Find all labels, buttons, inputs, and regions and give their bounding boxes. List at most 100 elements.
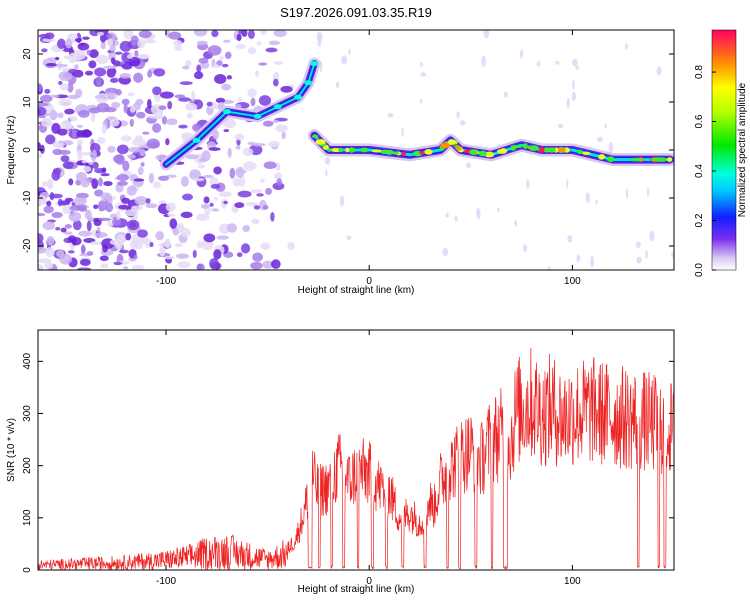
spectrogram-noise-blob <box>401 126 404 138</box>
spectrogram-noise-blob <box>90 111 96 123</box>
spectrogram-noise-blob <box>44 88 51 94</box>
spectrogram-noise-blob <box>481 55 487 67</box>
spectrogram-noise-blob <box>265 47 278 53</box>
spectrogram-noise-blob <box>181 193 194 201</box>
spectrogram-noise-blob <box>604 122 607 129</box>
spectrogram-ridge-peak <box>457 146 462 151</box>
spectrogram-noise-blob <box>75 192 89 199</box>
spectrogram-noise-blob <box>127 92 135 97</box>
spectrogram-noise-blob <box>42 38 56 43</box>
snr-y-ticks: 0 100 200 300 400 <box>22 353 674 573</box>
spectrogram-noise-blob <box>223 129 230 133</box>
spectrogram-noise-blob <box>116 174 130 182</box>
spectrogram-noise-blob <box>60 155 70 163</box>
spectrogram-noise-blob <box>67 250 75 254</box>
spectrogram-noise-blob <box>39 144 45 154</box>
spectrogram-noise-blob <box>590 255 594 268</box>
spectrogram-noise-blob <box>132 138 146 147</box>
spectrogram-noise-blob <box>57 198 63 207</box>
spectrogram-noise-blob <box>193 30 208 37</box>
spectrogram-noise-blob <box>270 211 275 222</box>
snr-ytick-label: 200 <box>22 457 33 474</box>
spectrogram-noise-blob <box>649 230 655 242</box>
spectrogram-noise-blob <box>200 203 210 209</box>
spectrogram-noise-blob <box>237 190 252 198</box>
spectrogram-noise-blob <box>103 65 117 70</box>
spectrogram-noise-blob <box>251 143 266 147</box>
spectrogram-noise <box>38 30 674 270</box>
spectrogram-noise-blob <box>191 90 196 101</box>
spectrogram-noise-blob <box>113 261 123 266</box>
spectrogram-noise-blob <box>209 258 219 269</box>
spectrogram-noise-blob <box>96 31 105 36</box>
spectrogram-ridge-peak <box>598 154 606 160</box>
spectrogram-noise-blob <box>258 62 268 66</box>
spectrogram-noise-blob <box>221 63 229 68</box>
spectrogram-noise-blob <box>192 249 197 259</box>
spectrogram-noise-blob <box>235 43 246 50</box>
spectrogram-noise-blob <box>88 107 101 114</box>
spectrogram-ridge-peak <box>522 143 528 149</box>
spectrogram-noise-blob <box>128 146 141 153</box>
spectrogram-xtick-label: 0 <box>366 276 372 287</box>
spectrogram-noise-blob <box>88 161 94 165</box>
spectrogram-noise-blob <box>177 261 191 269</box>
spectrogram-noise-blob <box>274 172 283 180</box>
spectrogram-noise-blob <box>671 252 674 258</box>
spectrogram-ridge <box>160 57 674 171</box>
spectrogram-noise-blob <box>165 118 178 126</box>
spectrogram-noise-blob <box>59 83 69 91</box>
spectrogram-noise-blob <box>136 111 146 119</box>
spectrogram-noise-blob <box>72 219 82 231</box>
spectrogram-noise-blob <box>77 149 83 161</box>
spectrogram-noise-blob <box>147 98 152 109</box>
spectrogram-ridge-peak <box>304 80 313 86</box>
spectrogram-noise-blob <box>109 78 119 83</box>
spectrogram-noise-blob <box>118 204 129 210</box>
spectrogram-noise-blob <box>280 85 293 93</box>
spectrogram-noise-blob <box>197 164 206 169</box>
spectrogram-noise-blob <box>210 64 221 68</box>
spectrogram-noise-blob <box>159 246 166 257</box>
spectrogram-noise-blob <box>419 98 423 104</box>
spectrogram-noise-blob <box>256 193 264 197</box>
spectrogram-noise-blob <box>208 147 221 151</box>
spectrogram-noise-blob <box>576 254 581 263</box>
spectrogram-noise-blob <box>442 247 449 257</box>
spectrogram-noise-blob <box>133 72 144 83</box>
spectrogram-noise-blob <box>222 118 237 129</box>
spectrogram-ridge-peak <box>667 157 673 162</box>
spectrogram-noise-blob <box>45 63 57 67</box>
spectrogram-noise-blob <box>110 57 116 64</box>
spectrogram-noise-blob <box>100 192 112 202</box>
spectrogram-noise-blob <box>272 119 279 124</box>
spectrogram-noise-blob <box>38 212 46 217</box>
spectrogram-noise-blob <box>216 235 229 240</box>
spectrogram-noise-blob <box>174 44 183 52</box>
spectrogram-noise-blob <box>387 112 394 118</box>
spectrogram-noise-blob <box>192 123 202 132</box>
spectrogram-ridge-peak <box>419 151 425 155</box>
spectrogram-noise-blob <box>645 250 648 260</box>
spectrogram-noise-blob <box>238 175 246 187</box>
spectrogram-noise-blob <box>56 249 65 258</box>
spectrogram-noise-blob <box>158 105 167 111</box>
spectrogram-noise-blob <box>86 49 91 55</box>
spectrogram-noise-blob <box>55 227 61 231</box>
colorbar-ticks: 0.0 0.2 0.4 0.6 0.8 <box>694 65 716 277</box>
colorbar-tick-label: 0.6 <box>694 114 705 128</box>
spectrogram-noise-blob <box>212 129 219 140</box>
spectrogram-noise-blob <box>547 266 551 270</box>
spectrogram-noise-blob <box>636 256 642 264</box>
colorbar-tick-label: 0.2 <box>694 213 705 227</box>
spectrogram-noise-blob <box>81 159 88 164</box>
spectrogram-noise-blob <box>145 198 151 204</box>
spectrogram-noise-blob <box>223 200 228 205</box>
colorbar-label: Normalized spectral amplitude <box>737 82 748 217</box>
spectrogram-noise-blob <box>38 195 47 205</box>
spectrogram-noise-blob <box>130 205 137 213</box>
spectrogram-noise-blob <box>80 152 93 156</box>
spectrogram-noise-blob <box>44 32 55 40</box>
spectrogram-ridge-peak <box>350 148 358 152</box>
